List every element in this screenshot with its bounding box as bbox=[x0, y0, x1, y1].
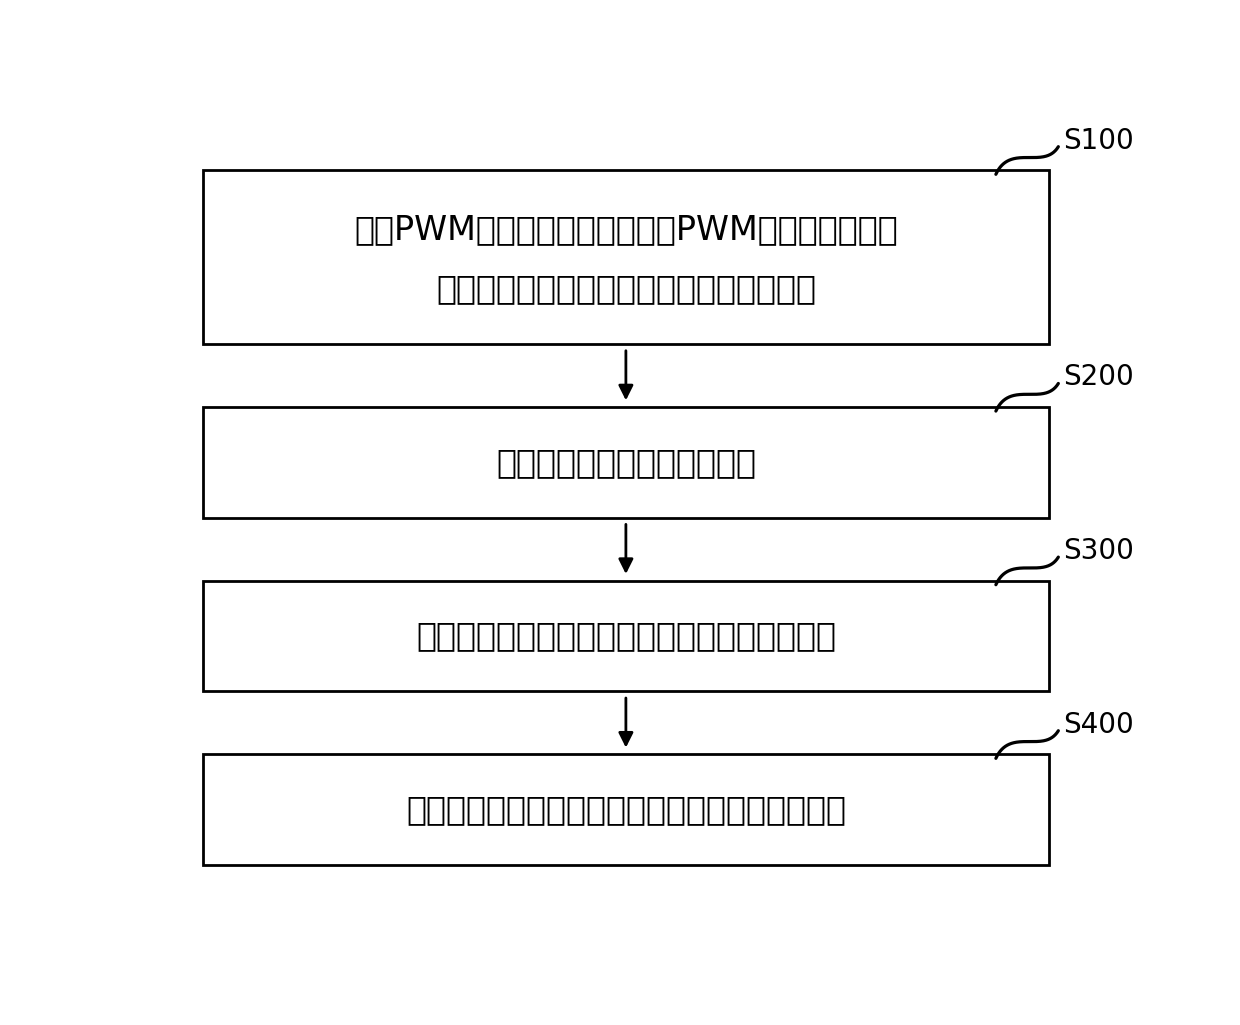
Text: S400: S400 bbox=[1063, 710, 1133, 739]
Text: 根据有效输出功率判断雾化组件含油量是否正常: 根据有效输出功率判断雾化组件含油量是否正常 bbox=[415, 619, 836, 653]
Text: S200: S200 bbox=[1063, 363, 1133, 392]
Text: S100: S100 bbox=[1063, 126, 1133, 155]
Text: S300: S300 bbox=[1063, 537, 1135, 565]
Text: 若异常，则控制雾化组件降低输出功率或停止加热: 若异常，则控制雾化组件降低输出功率或停止加热 bbox=[405, 793, 846, 826]
Text: 计算雾化组件的有效输出功率: 计算雾化组件的有效输出功率 bbox=[496, 446, 756, 479]
Bar bbox=[203, 754, 1049, 865]
Bar bbox=[203, 407, 1049, 518]
Text: 发送PWM控制信号至雾化组件，PWM控制信号用于控: 发送PWM控制信号至雾化组件，PWM控制信号用于控 bbox=[353, 213, 898, 246]
Text: 制雾化组件保持在预设的目标温度恒温加热: 制雾化组件保持在预设的目标温度恒温加热 bbox=[436, 273, 816, 305]
Bar bbox=[203, 170, 1049, 344]
Bar bbox=[203, 581, 1049, 691]
